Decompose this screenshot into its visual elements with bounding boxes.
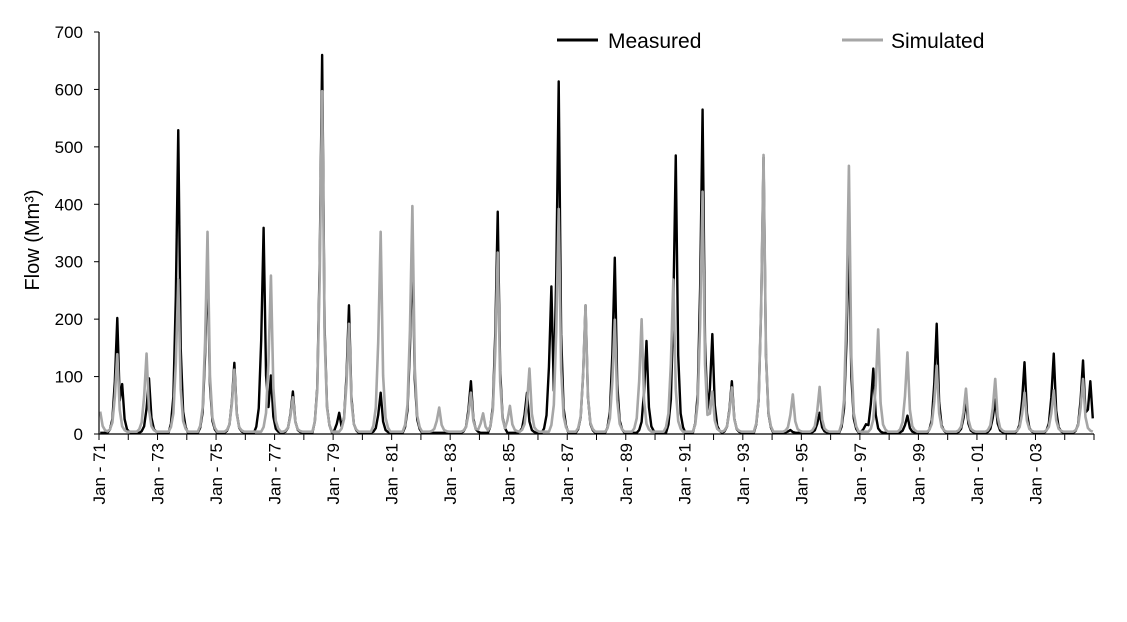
legend-label-simulated: Simulated: [891, 30, 984, 53]
x-tick-label: Jan - 93: [734, 443, 753, 504]
y-tick-label: 400: [55, 195, 83, 214]
x-axis-ticks: Jan - 71 Jan - 73 Jan - 75 Jan - 77 Jan - 79…: [90, 434, 1095, 504]
legend: Measured Simulated: [557, 30, 984, 53]
y-tick-label: 500: [55, 138, 83, 157]
y-axis-ticks: 0 100 200 300 400 500 600 700: [55, 23, 99, 444]
series-line-measured: [100, 53, 1094, 435]
x-tick-label: Jan - 95: [792, 443, 811, 504]
x-tick-label: Jan - 73: [149, 443, 168, 504]
y-tick-label: 600: [55, 80, 83, 99]
y-tick-label: 100: [55, 368, 83, 387]
y-tick-label: 300: [55, 253, 83, 272]
x-tick-label: Jan - 77: [266, 443, 285, 504]
y-tick-label: 0: [74, 425, 83, 444]
x-tick-label: Jan - 03: [1026, 443, 1045, 504]
legend-item-simulated: Simulated: [842, 30, 984, 53]
x-tick-label: Jan - 75: [207, 443, 226, 504]
x-tick-label: Jan - 81: [383, 443, 402, 504]
x-tick-label: Jan - 91: [675, 443, 694, 504]
x-tick-label: Jan - 01: [968, 443, 987, 504]
x-tick-label: Jan - 83: [441, 443, 460, 504]
x-tick-label: Jan - 79: [324, 443, 343, 504]
x-tick-label: Jan - 85: [500, 443, 519, 504]
y-tick-label: 700: [55, 23, 83, 42]
x-tick-label: Jan - 97: [851, 443, 870, 504]
y-tick-label: 200: [55, 310, 83, 329]
series-layer: [98, 53, 1094, 435]
y-axis-title: Flow (Mm³): [22, 189, 44, 290]
legend-item-measured: Measured: [557, 30, 701, 53]
legend-label-measured: Measured: [608, 30, 701, 53]
x-tick-label: Jan - 99: [909, 443, 928, 504]
x-tick-label: Jan - 87: [558, 443, 577, 504]
x-tick-label: Jan - 71: [90, 443, 109, 504]
x-tick-label: Jan - 89: [617, 443, 636, 504]
series-line-simulated: [98, 89, 1094, 433]
